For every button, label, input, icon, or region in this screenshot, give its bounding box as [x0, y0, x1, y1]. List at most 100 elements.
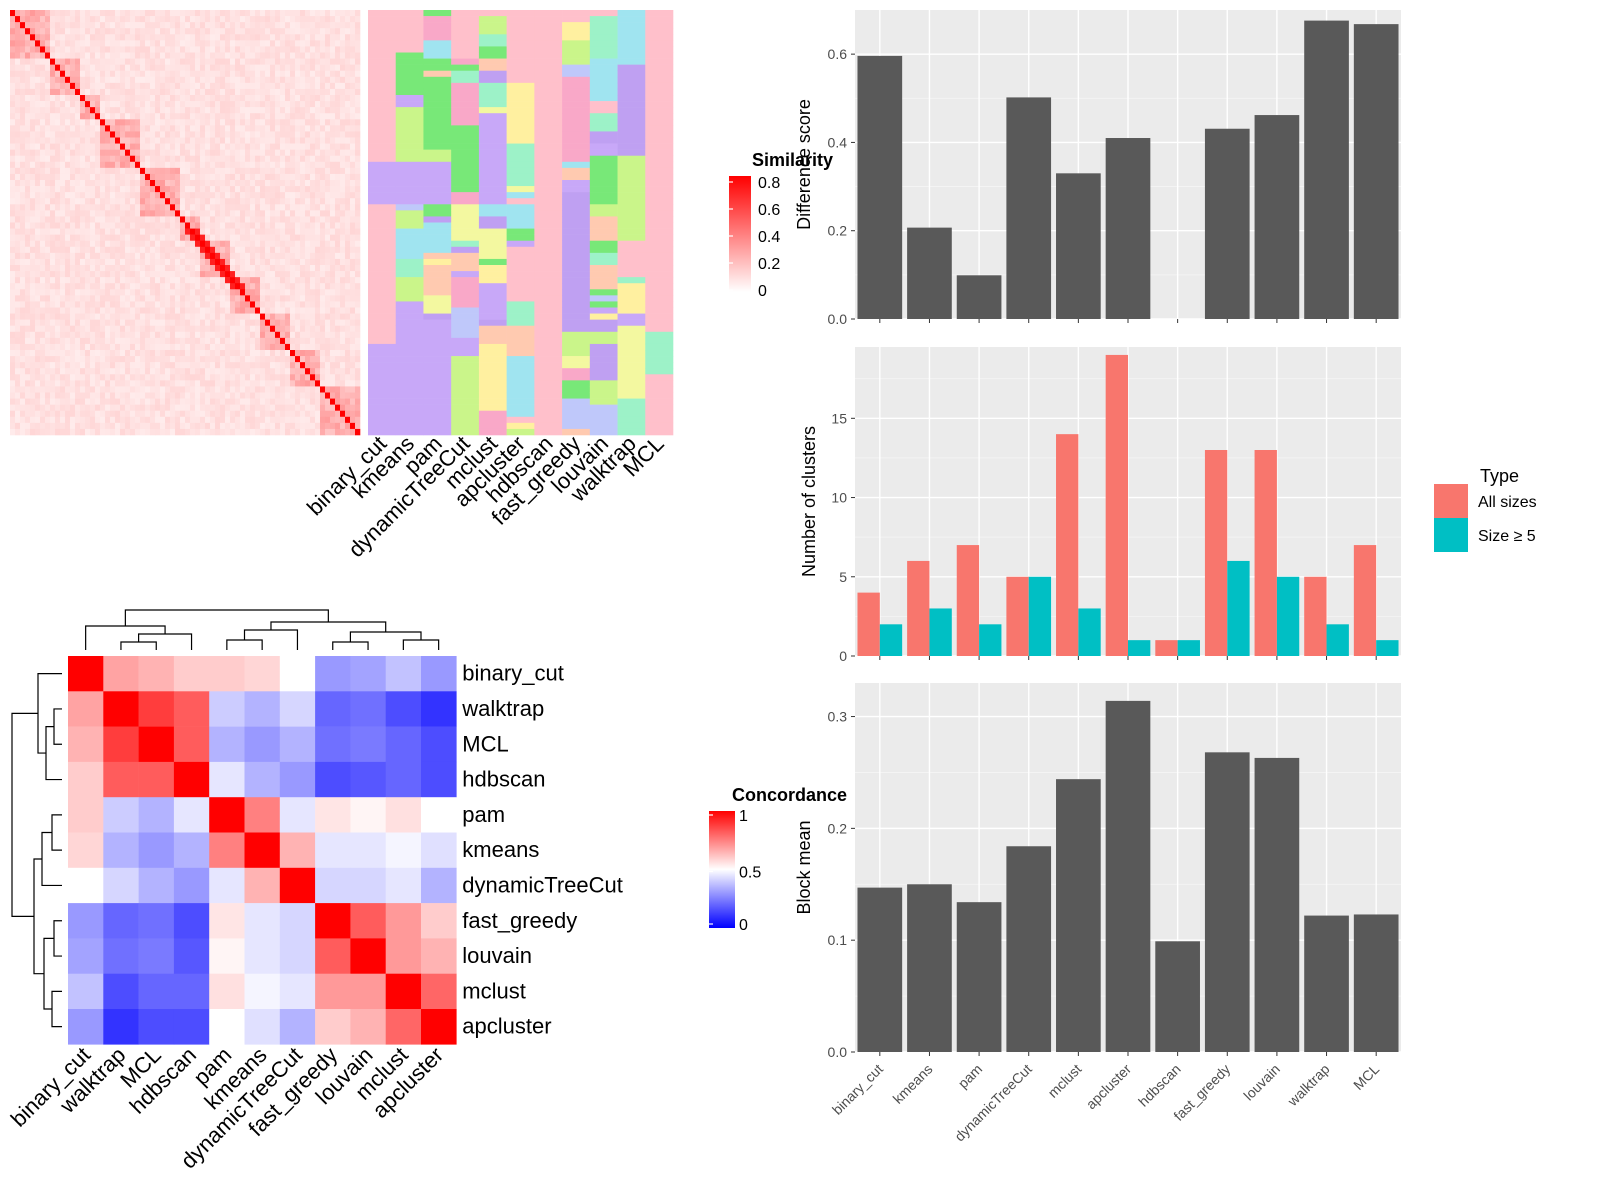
similarity-cell — [155, 46, 161, 53]
similarity-cell — [155, 313, 161, 320]
similarity-cell — [55, 88, 61, 96]
similarity-cell — [175, 52, 181, 59]
similarity-cell — [135, 392, 141, 399]
similarity-cell — [280, 198, 286, 205]
similarity-cell — [200, 143, 206, 150]
similarity-cell — [180, 374, 186, 381]
similarity-cell — [50, 82, 56, 90]
similarity-cell — [315, 398, 321, 405]
similarity-cell — [265, 113, 271, 120]
similarity-cell — [165, 386, 171, 393]
similarity-cell — [315, 283, 321, 290]
similarity-cell — [270, 64, 276, 72]
similarity-cell — [70, 137, 76, 144]
similarity-cell — [330, 186, 336, 193]
similarity-cell — [65, 392, 71, 399]
similarity-cell — [260, 28, 266, 35]
similarity-cell — [245, 16, 251, 23]
similarity-cell — [335, 119, 341, 126]
similarity-cell — [215, 46, 221, 53]
similarity-cell — [160, 246, 166, 254]
similarity-cell — [135, 149, 141, 157]
similarity-cell — [210, 422, 216, 430]
similarity-cell — [155, 319, 161, 327]
similarity-cell — [85, 149, 91, 157]
similarity-cell — [75, 289, 81, 296]
similarity-cell — [290, 101, 296, 108]
similarity-cell — [265, 271, 271, 278]
similarity-cell — [250, 258, 256, 266]
similarity-cell — [215, 161, 221, 169]
similarity-cell — [20, 46, 26, 53]
similarity-cell — [255, 28, 261, 35]
similarity-cell — [135, 368, 141, 375]
similarity-cell — [110, 216, 116, 223]
similarity-cell — [215, 137, 221, 144]
similarity-cell — [185, 350, 191, 357]
similarity-cell — [320, 234, 326, 242]
similarity-cell — [330, 143, 336, 150]
similarity-cell — [180, 82, 186, 90]
similarity-cell — [245, 161, 251, 169]
similarity-cell — [145, 289, 151, 296]
similarity-cell — [95, 95, 101, 102]
similarity-cell — [330, 58, 336, 65]
similarity-cell — [245, 58, 251, 65]
similarity-cell — [255, 337, 261, 345]
similarity-cell — [145, 149, 151, 157]
similarity-cell — [230, 40, 236, 47]
similarity-cell — [275, 137, 281, 144]
similarity-cell — [80, 368, 86, 375]
similarity-cell — [300, 283, 306, 290]
similarity-cell — [255, 40, 261, 47]
similarity-cell — [175, 107, 181, 114]
similarity-cell — [60, 289, 66, 296]
similarity-cell — [95, 428, 101, 436]
similarity-cell — [25, 210, 31, 217]
similarity-cell — [350, 295, 356, 302]
similarity-cell — [300, 149, 306, 157]
similarity-cell — [225, 10, 231, 17]
assignment-cell — [368, 368, 397, 375]
similarity-cell — [100, 313, 106, 320]
assignment-cell — [368, 131, 397, 138]
similarity-cell — [10, 343, 16, 351]
similarity-cell — [135, 34, 141, 41]
similarity-cell — [275, 428, 281, 436]
similarity-cell — [215, 331, 221, 339]
similarity-cell — [215, 265, 221, 272]
similarity-cell — [350, 374, 356, 381]
similarity-cell — [345, 113, 351, 120]
similarity-cell — [260, 337, 266, 345]
similarity-cell — [145, 325, 151, 333]
similarity-cell — [230, 404, 236, 412]
similarity-cell — [100, 301, 106, 308]
similarity-cell — [160, 265, 166, 272]
similarity-cell — [135, 137, 141, 144]
similarity-cell — [205, 107, 211, 114]
similarity-cell — [275, 362, 281, 369]
similarity-cell — [40, 283, 46, 290]
similarity-cell — [190, 155, 196, 163]
similarity-cell — [290, 295, 296, 302]
similarity-cell — [30, 240, 36, 248]
similarity-cell — [285, 258, 291, 266]
similarity-cell — [345, 228, 351, 235]
similarity-cell — [145, 107, 151, 114]
similarity-cell — [270, 416, 276, 424]
assignment-cell — [368, 222, 397, 229]
similarity-cell — [240, 22, 246, 29]
similarity-cell — [110, 374, 116, 381]
similarity-cell — [25, 350, 31, 357]
similarity-cell — [220, 192, 226, 199]
similarity-cell — [25, 101, 31, 108]
similarity-cell — [160, 70, 166, 78]
similarity-cell — [290, 380, 296, 387]
similarity-cell — [120, 173, 126, 181]
similarity-cell — [245, 362, 251, 369]
similarity-cell — [345, 204, 351, 211]
similarity-cell — [20, 34, 26, 41]
similarity-cell — [110, 325, 116, 333]
similarity-cell — [310, 252, 316, 260]
similarity-cell — [100, 186, 106, 193]
